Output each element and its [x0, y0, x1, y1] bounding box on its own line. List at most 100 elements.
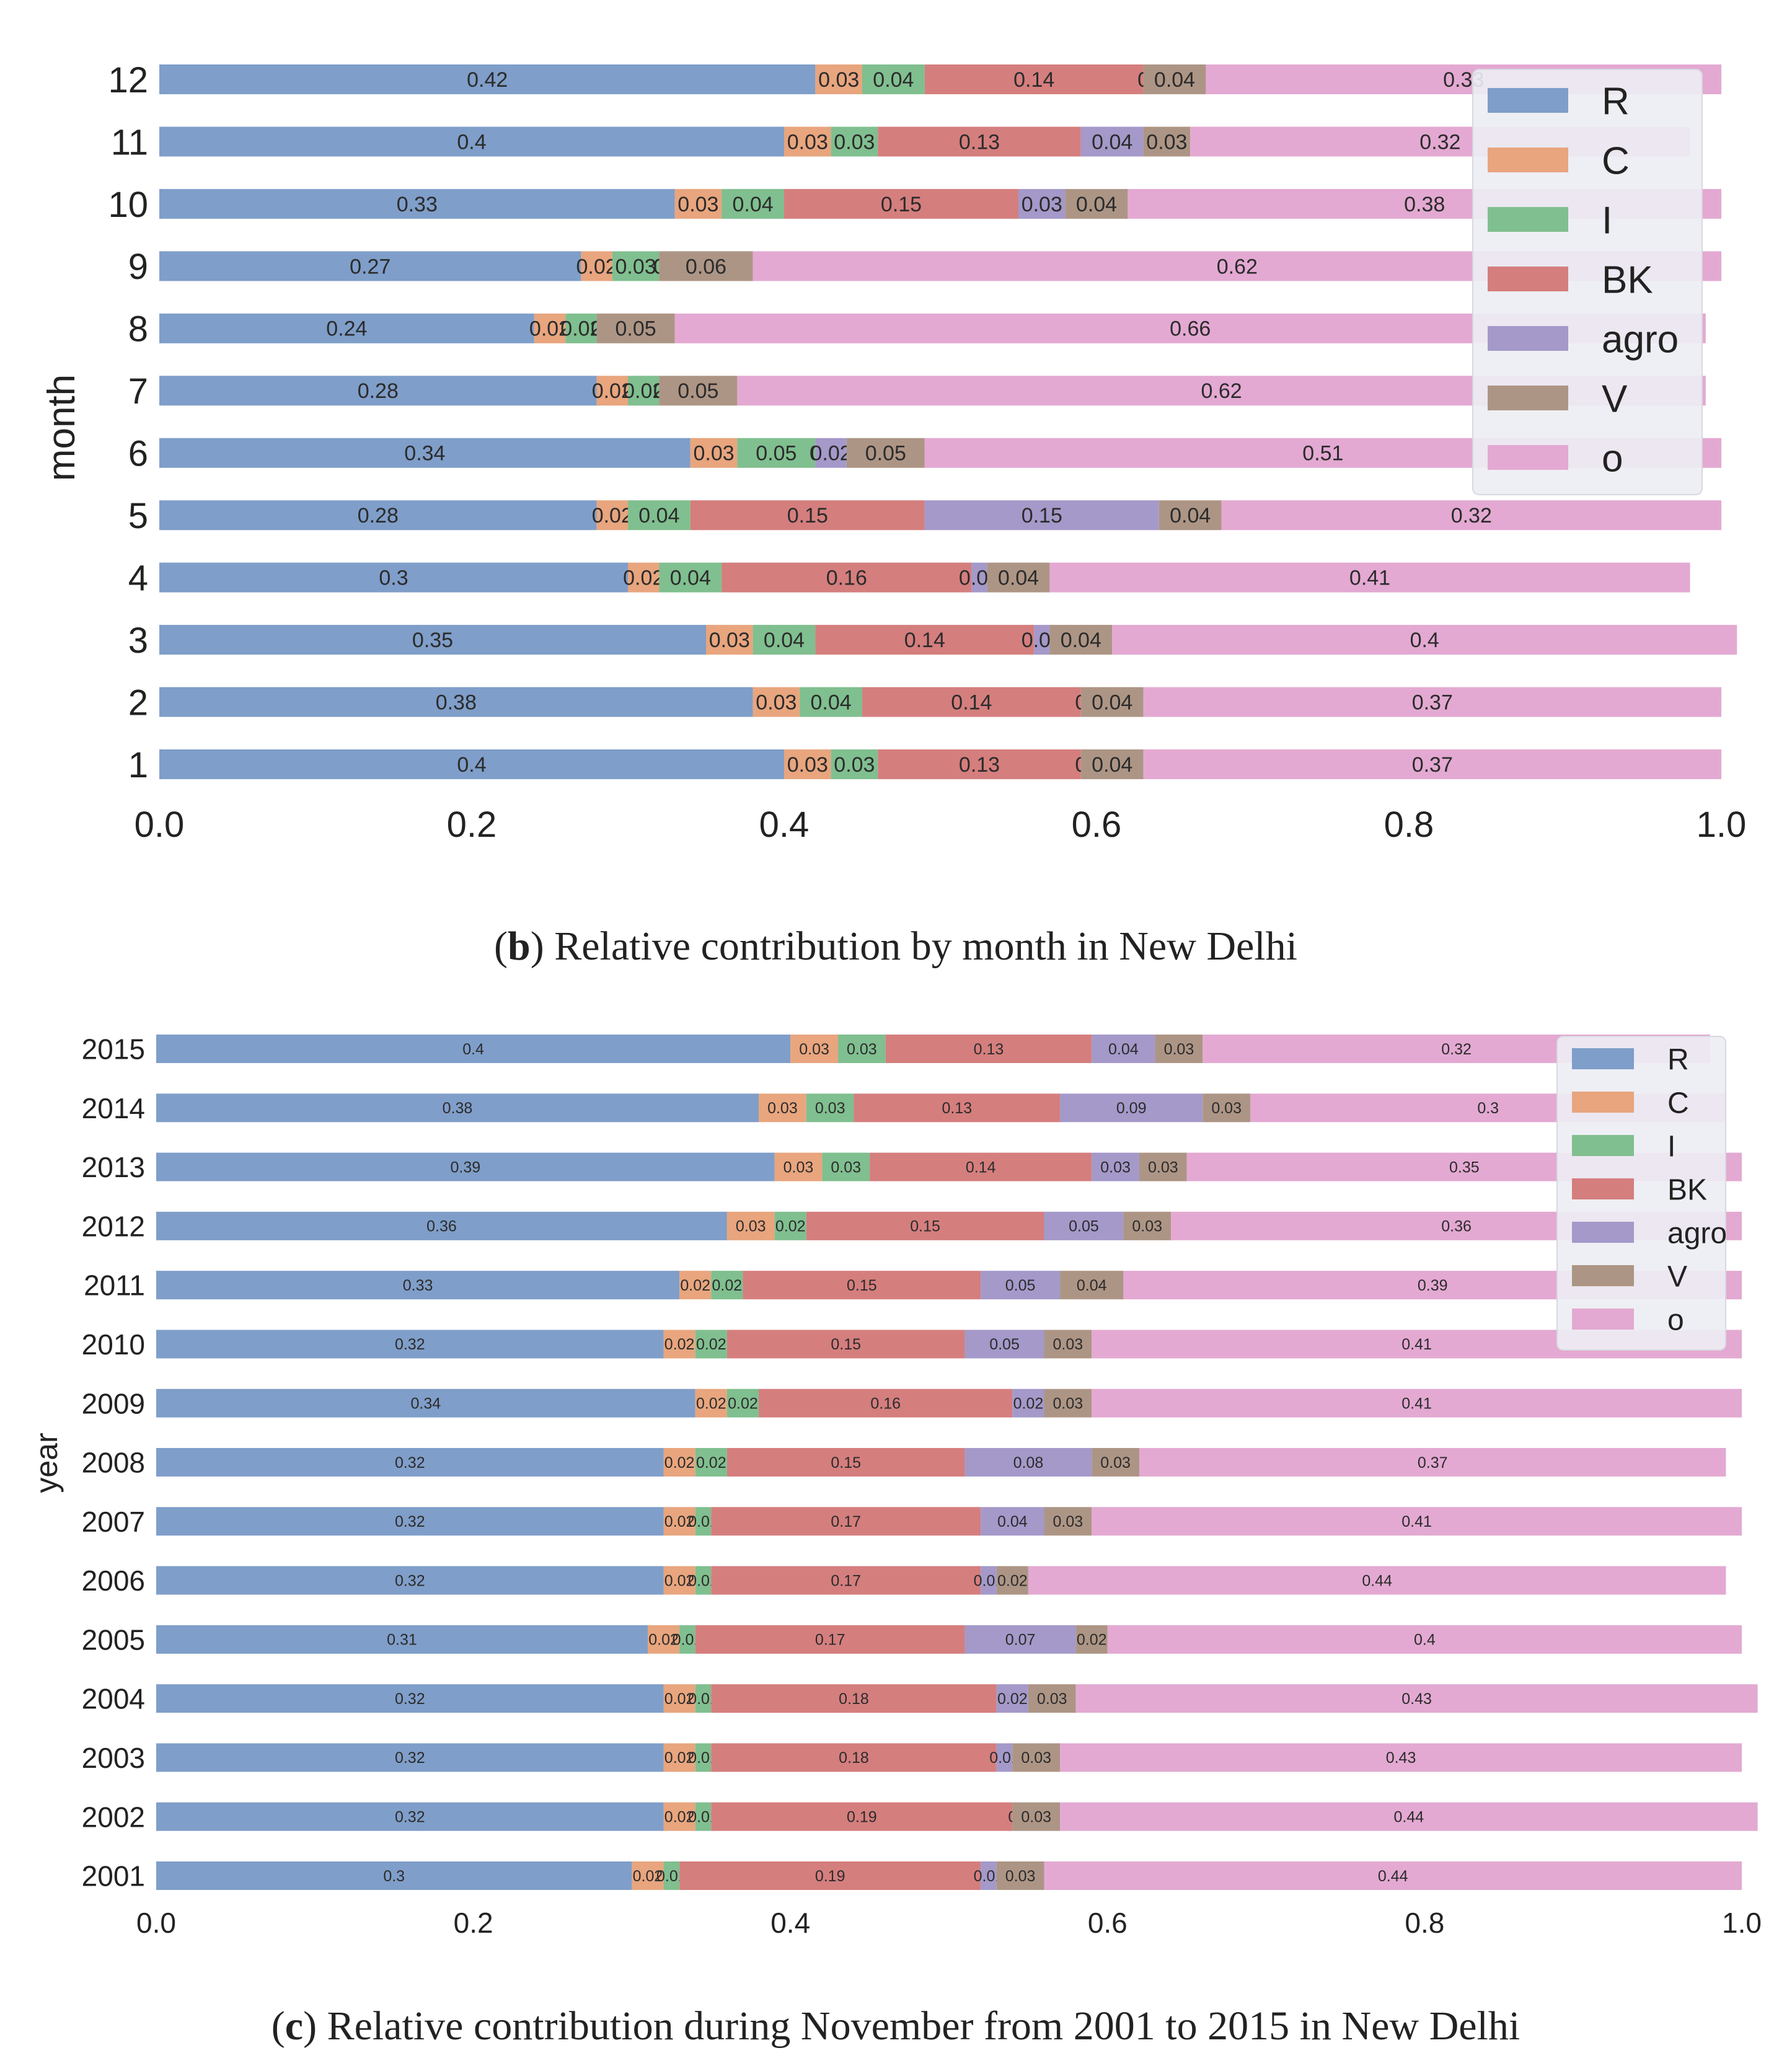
bar-segment-BK-11 — [878, 126, 1081, 157]
bar-segment-I-2003 — [695, 1743, 712, 1772]
y-axis-title: year — [29, 1433, 64, 1493]
data-label-R-2012: 0.36 — [426, 1218, 457, 1235]
data-label-V-2002: 0.03 — [1021, 1808, 1051, 1825]
data-label-V-9: 0.06 — [686, 255, 726, 278]
bar-segment-R-6 — [159, 438, 691, 468]
bar-segment-agro-2007 — [981, 1507, 1044, 1536]
y-tick-label-2008: 2008 — [82, 1447, 145, 1479]
data-label-C-2004: 0.02 — [664, 1690, 695, 1708]
bar-segment-agro-2001 — [981, 1861, 997, 1890]
data-label-C-2012: 0.03 — [736, 1218, 766, 1235]
bar-segment-R-2001 — [156, 1861, 632, 1890]
bar-segment-R-2008 — [156, 1448, 664, 1477]
bar-segment-agro-2015 — [1092, 1035, 1155, 1063]
legend-swatch-C — [1572, 1092, 1634, 1113]
bar-segment-I-9 — [612, 251, 660, 281]
bar-segment-C-6 — [690, 438, 738, 468]
data-label-C-10: 0.03 — [678, 193, 718, 216]
data-label-I-12: 0.04 — [873, 68, 914, 92]
legend-label-BK: BK — [1667, 1173, 1707, 1206]
data-label-V-4: 0.04 — [998, 567, 1039, 590]
bar-segment-o-2001 — [1044, 1861, 1742, 1890]
data-label-I-2009: 0.02 — [728, 1395, 758, 1412]
data-label-R-9: 0.27 — [350, 255, 391, 278]
data-label-V-11: 0.03 — [1146, 130, 1187, 154]
data-label-C-1: 0.03 — [787, 753, 828, 777]
bar-segment-I-2012 — [774, 1211, 806, 1240]
y-axis-title: month — [40, 374, 83, 481]
data-label-o-2002: 0.44 — [1393, 1808, 1424, 1825]
data-label-o-3: 0.4 — [1410, 629, 1439, 652]
data-label-BK-2010: 0.15 — [831, 1336, 861, 1353]
bar-segment-I-8 — [565, 313, 597, 343]
x-tick-label-0.4: 0.4 — [770, 1907, 810, 1939]
data-label-BK-2014: 0.13 — [942, 1100, 972, 1117]
data-label-V-3: 0.04 — [1061, 629, 1101, 652]
data-label-R-11: 0.4 — [457, 130, 486, 154]
bar-segment-BK-4 — [722, 562, 972, 593]
bar-segment-V-2001 — [996, 1861, 1044, 1890]
caption-text: Relative contribution by month in New De… — [554, 924, 1297, 969]
legend-label-V: V — [1602, 377, 1628, 420]
bar-segment-BK-2009 — [759, 1388, 1013, 1418]
data-label-BK-2003: 0.18 — [839, 1749, 869, 1767]
bar-segment-BK-2007 — [711, 1507, 981, 1536]
bar-segment-agro-2012 — [1044, 1211, 1124, 1240]
bar-segment-C-2007 — [663, 1507, 695, 1536]
data-label-V-2: 0.04 — [1092, 691, 1132, 714]
x-tick-label-0.0: 0.0 — [136, 1907, 176, 1939]
data-label-C-6: 0.03 — [694, 442, 735, 466]
y-tick-label-2011: 2011 — [84, 1269, 145, 1302]
data-label-agro-2011: 0.05 — [1005, 1277, 1036, 1294]
bar-segment-R-4 — [159, 562, 628, 593]
bar-segment-R-2003 — [156, 1743, 664, 1772]
bar-segment-C-2003 — [663, 1743, 695, 1772]
y-tick-label-2014: 2014 — [82, 1092, 145, 1124]
data-label-I-8: 0.02 — [560, 317, 601, 341]
bar-segment-BK-10 — [784, 188, 1018, 219]
data-label-C-9: 0.02 — [576, 255, 617, 278]
data-label-R-2004: 0.32 — [395, 1690, 425, 1708]
bar-segment-V-12 — [1143, 64, 1206, 94]
y-tick-label-2005: 2005 — [82, 1623, 145, 1656]
data-label-V-2007: 0.03 — [1053, 1513, 1084, 1530]
data-label-C-2009: 0.02 — [696, 1395, 726, 1412]
bar-segment-agro-2010 — [964, 1330, 1044, 1359]
bar-segment-R-1 — [159, 749, 784, 779]
data-label-C-2013: 0.03 — [783, 1159, 814, 1176]
data-label-V-5: 0.04 — [1170, 504, 1211, 528]
bar-segment-C-7 — [596, 376, 628, 406]
y-tick-label-5: 5 — [128, 496, 148, 536]
data-label-BK-12: 0.14 — [1013, 68, 1054, 92]
bar-segment-BK-2002 — [711, 1802, 1013, 1831]
bar-segment-V-6 — [846, 438, 925, 468]
bar-segment-agro-2013 — [1092, 1152, 1139, 1181]
data-label-BK-1: 0.13 — [959, 753, 1000, 777]
data-label-agro-2014: 0.09 — [1116, 1100, 1147, 1117]
bar-segment-R-2011 — [156, 1271, 680, 1300]
bar-segment-C-8 — [534, 313, 566, 343]
data-label-R-2010: 0.32 — [395, 1336, 425, 1353]
legend-label-I: I — [1667, 1130, 1675, 1163]
data-label-BK-2001: 0.19 — [815, 1868, 845, 1885]
data-label-C-2006: 0.02 — [664, 1572, 695, 1589]
y-tick-label-7: 7 — [128, 371, 148, 412]
data-label-agro-6: 0.02 — [811, 442, 852, 466]
bar-segment-V-11 — [1143, 126, 1191, 157]
bar-segment-R-2009 — [156, 1388, 695, 1418]
data-label-o-10: 0.38 — [1404, 193, 1445, 216]
data-label-R-2014: 0.38 — [443, 1100, 473, 1117]
bar-segment-C-10 — [674, 188, 722, 219]
legend-label-I: I — [1602, 199, 1612, 242]
bar-segment-C-11 — [784, 126, 831, 157]
bar-segment-I-4 — [659, 562, 722, 593]
legend-swatch-agro — [1572, 1222, 1634, 1243]
data-label-R-2: 0.38 — [436, 691, 477, 714]
bar-segment-agro-2006 — [981, 1566, 997, 1595]
bar-segment-V-3 — [1049, 625, 1113, 655]
bar-segment-I-11 — [831, 126, 878, 157]
bar-segment-BK-2006 — [711, 1566, 981, 1595]
bar-segment-I-2 — [800, 687, 862, 717]
